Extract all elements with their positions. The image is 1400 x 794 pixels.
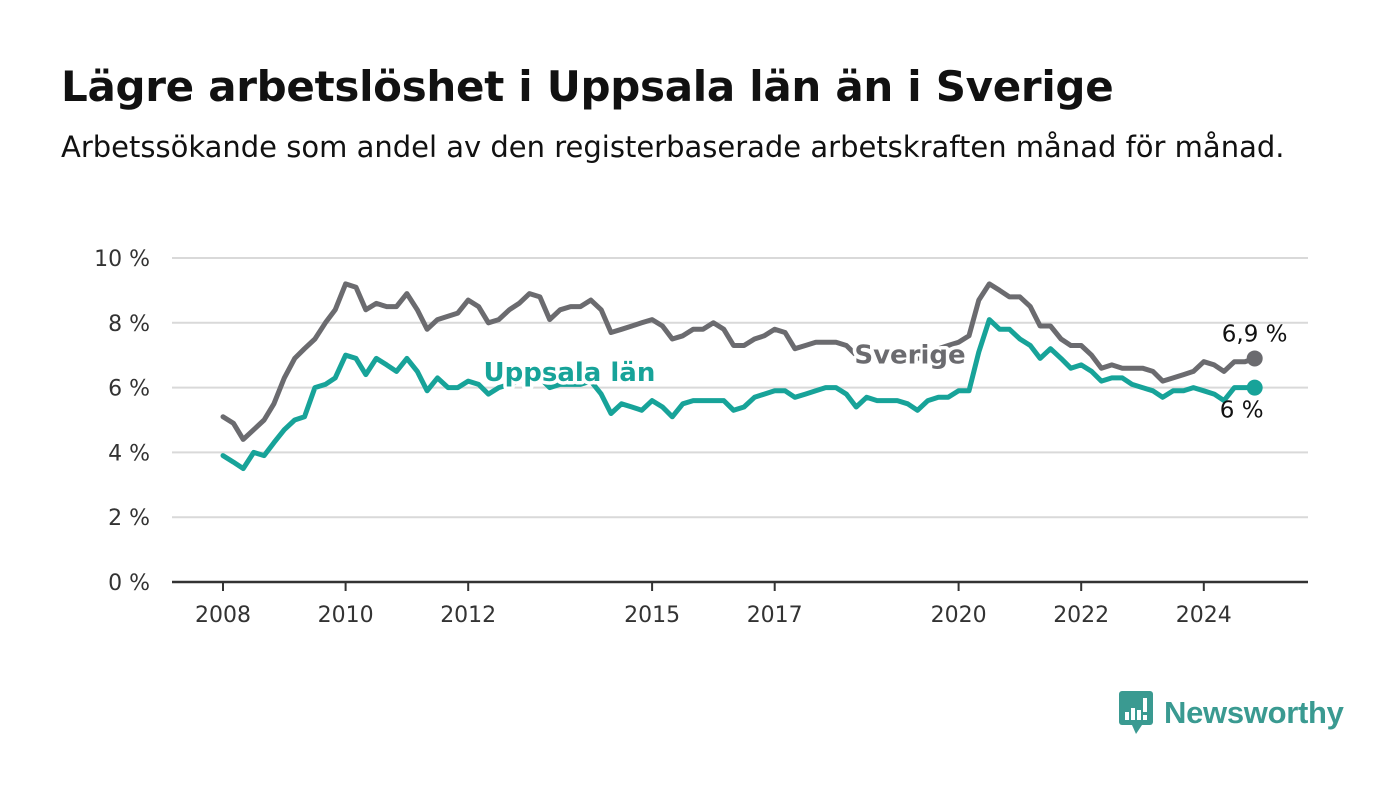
series-name-label: Sverige [854,340,965,370]
series-end-point-1 [1246,379,1263,396]
newsworthy-chart-bubble-icon [1119,691,1153,734]
series-lines [220,281,1263,472]
x-tick-label: 2022 [1053,603,1109,628]
y-axis-ticks: 0 % 2 % 4 % 6 % 8 % 10 % [94,247,150,596]
y-tick-label: 4 % [108,441,150,466]
x-tick-label: 2012 [440,603,496,628]
x-tick-label: 2017 [747,603,803,628]
newsworthy-logo: Newsworthy [1118,690,1344,736]
series-line-1 [220,317,1258,472]
y-tick-label: 8 % [108,312,150,337]
x-tick-label: 2008 [195,603,251,628]
series-name-label: Uppsala län [484,358,656,388]
series-end-label: 6 % [1220,398,1264,424]
x-tick-label: 2010 [318,603,374,628]
y-tick-label: 10 % [94,247,150,272]
y-tick-label: 0 % [108,571,150,596]
x-tick-label: 2020 [931,603,987,628]
y-tick-label: 2 % [108,506,150,531]
series-line-0 [220,281,1258,442]
grid-lines [172,257,1308,519]
chart-subtitle: Arbetssökande som andel av den registerb… [61,130,1285,164]
chart-title: Lägre arbetslöshet i Uppsala län än i Sv… [61,62,1114,111]
x-tick-label: 2015 [624,603,680,628]
series-end-point-0 [1246,350,1263,367]
y-tick-label: 6 % [108,377,150,402]
brand-name: Newsworthy [1164,695,1344,730]
x-axis-ticks: 2008 2010 2012 2015 2017 2020 2022 2024 [195,582,1232,628]
series-end-label: 6,9 % [1222,321,1288,347]
x-tick-label: 2024 [1176,603,1232,628]
series-labels: Sverige Uppsala län 6,9 % 6 % [480,321,1288,424]
